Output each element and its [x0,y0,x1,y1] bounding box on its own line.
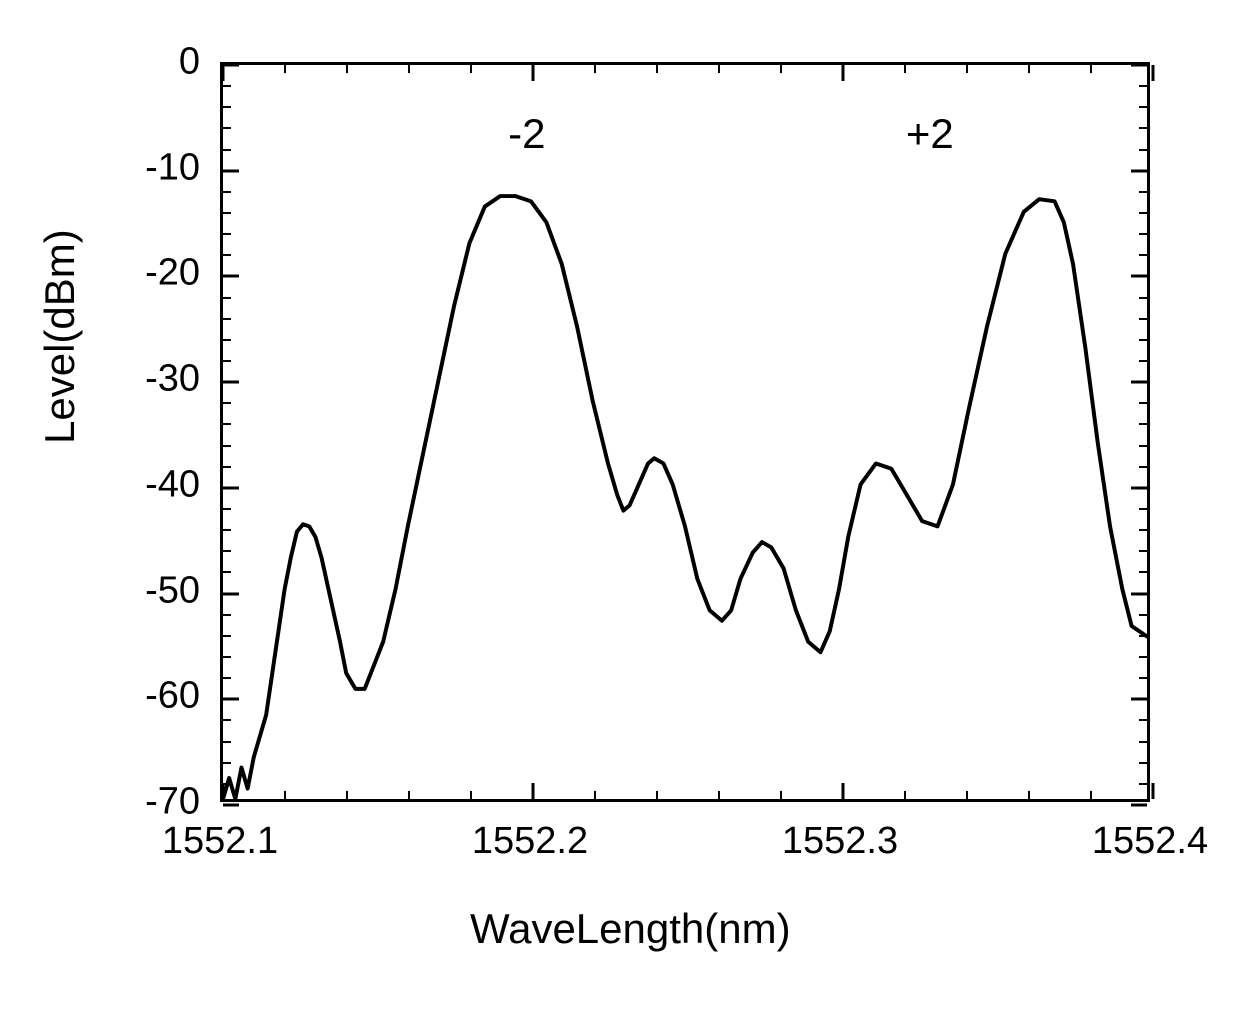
peak-label: -2 [508,110,545,158]
peak-label: +2 [906,110,954,158]
y-tick-label: -20 [145,252,200,295]
plot-area: -2 +2 [220,62,1150,802]
spectrum-chart: Level(dBm) WaveLength(nm) 0-10-20-30-40-… [40,20,1200,990]
y-tick-label: -30 [145,358,200,401]
x-tick-label: 1552.3 [782,820,898,863]
x-tick-label: 1552.2 [472,820,588,863]
spectrum-line-svg [223,65,1147,799]
x-tick-label: 1552.1 [162,820,278,863]
y-tick-label: 0 [179,41,200,84]
x-axis-label: WaveLength(nm) [470,905,791,953]
spectrum-line [223,196,1147,799]
y-tick-label: -50 [145,569,200,612]
y-tick-label: -40 [145,463,200,506]
y-tick-label: -70 [145,781,200,824]
x-tick-label: 1552.4 [1092,820,1208,863]
y-tick-label: -10 [145,146,200,189]
y-tick-label: -60 [145,675,200,718]
y-axis-label: Level(dBm) [36,229,84,444]
